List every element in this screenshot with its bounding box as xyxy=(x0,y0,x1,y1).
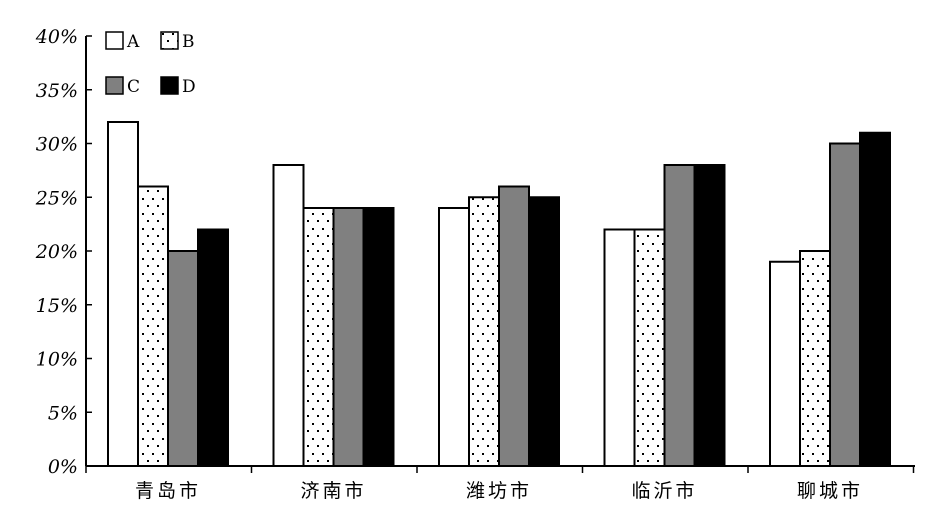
bar-d-2 xyxy=(362,207,395,467)
legend-swatch-b xyxy=(160,31,179,50)
legend: A B C D xyxy=(105,31,196,97)
bar-c-4 xyxy=(663,164,696,467)
legend-label-c: C xyxy=(127,77,140,97)
legend-swatch-d xyxy=(160,76,179,95)
legend-label-d: D xyxy=(182,77,196,97)
y-tick-label: 5% xyxy=(48,402,78,424)
y-tick-label: 40% xyxy=(35,26,78,48)
bar-a-2 xyxy=(272,164,305,467)
y-tick-label: 30% xyxy=(36,134,78,156)
legend-swatch-a xyxy=(105,31,124,50)
category-label: 聊城市 xyxy=(797,480,863,502)
y-tick-label: 15% xyxy=(36,295,78,317)
bar-c-5 xyxy=(829,142,861,467)
bar-a-3 xyxy=(438,207,470,467)
bar-d-4 xyxy=(693,164,726,467)
legend-swatch-c xyxy=(105,76,124,95)
bar-c-3 xyxy=(498,185,530,467)
bar-a-5 xyxy=(769,260,801,467)
y-tick-label: 35% xyxy=(36,80,78,102)
bar-b-2 xyxy=(302,207,335,467)
legend-label-a: A xyxy=(126,32,140,52)
bar-a-1 xyxy=(107,121,139,467)
category-label: 潍坊市 xyxy=(466,480,532,502)
bar-b-3 xyxy=(468,196,500,467)
bar-a-4 xyxy=(603,228,636,467)
axes: 青岛市 济南市 潍坊市 临沂市 聊城市 0% 5% 10% 15% 20% 25% 30% 35% 40% xyxy=(35,26,915,502)
bar-b-4 xyxy=(633,228,666,467)
bar-b-1 xyxy=(137,185,169,467)
legend-label-b: B xyxy=(182,32,195,52)
y-tick-label: 0% xyxy=(48,456,78,478)
y-tick-label: 10% xyxy=(36,349,78,371)
y-tick-label: 25% xyxy=(35,187,78,209)
bar-c-2 xyxy=(332,207,365,467)
bar-d-1 xyxy=(197,228,229,467)
category-label: 临沂市 xyxy=(631,480,697,502)
plot-area xyxy=(107,121,891,467)
y-tick-label: 20% xyxy=(35,241,78,263)
bar-c-1 xyxy=(167,250,199,467)
category-label: 青岛市 xyxy=(135,480,201,502)
category-label: 济南市 xyxy=(300,480,366,502)
bar-d-3 xyxy=(528,196,560,467)
bar-b-5 xyxy=(799,250,831,467)
bar-d-5 xyxy=(859,131,891,467)
